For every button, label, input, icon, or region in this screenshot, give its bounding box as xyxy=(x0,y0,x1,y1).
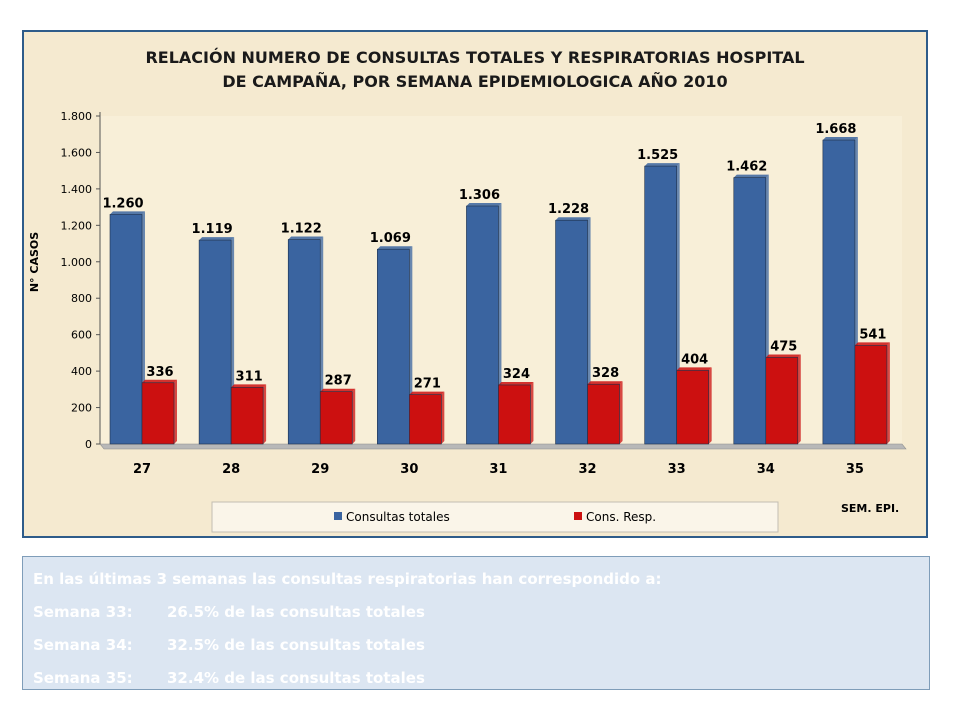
legend-label: Consultas totales xyxy=(346,510,450,524)
bar-cons-resp xyxy=(498,381,534,445)
notes-panel: En las últimas 3 semanas las consultas r… xyxy=(22,556,930,690)
x-tick-label: 35 xyxy=(846,462,864,477)
data-label-cons-resp: 287 xyxy=(325,374,352,389)
data-label-cons-resp: 311 xyxy=(236,369,263,384)
bar-consultas-totales xyxy=(109,211,145,445)
note-row-week-34: Semana 34: 32.5% de las consultas totales xyxy=(33,629,919,662)
y-tick-label: 1.800 xyxy=(61,110,93,123)
x-tick-label: 33 xyxy=(668,462,686,477)
bar-consultas-totales xyxy=(377,246,413,445)
y-tick-label: 800 xyxy=(71,292,92,305)
bar-consultas-totales xyxy=(287,236,324,445)
data-label-consultas-totales: 1.462 xyxy=(726,160,767,175)
chart-title-line-1: RELACIÓN NUMERO DE CONSULTAS TOTALES Y R… xyxy=(145,48,804,67)
x-axis-title: SEM. EPI. xyxy=(841,502,899,515)
x-tick-label: 34 xyxy=(757,462,775,477)
note-week-label: Semana 33: xyxy=(33,603,133,621)
x-tick-label: 31 xyxy=(489,462,507,477)
x-tick-label: 27 xyxy=(133,462,151,477)
bar-cons-resp xyxy=(765,354,801,445)
bar-consultas-totales xyxy=(644,163,680,445)
y-tick-label: 400 xyxy=(71,365,92,378)
chart-title-line-2: DE CAMPAÑA, POR SEMANA EPIDEMIOLOGICA AÑ… xyxy=(222,72,727,91)
bar-cons-resp xyxy=(230,384,267,445)
bar-cons-resp xyxy=(409,391,445,445)
y-tick-label: 0 xyxy=(85,438,92,451)
data-label-cons-resp: 404 xyxy=(681,352,708,367)
chart-panel: RELACIÓN NUMERO DE CONSULTAS TOTALES Y R… xyxy=(22,30,928,538)
note-percent-text: 32.5% de las consultas totales xyxy=(167,636,425,654)
bar-consultas-totales xyxy=(822,137,858,445)
data-label-cons-resp: 475 xyxy=(770,339,797,354)
data-label-consultas-totales: 1.122 xyxy=(281,222,322,237)
data-label-consultas-totales: 1.260 xyxy=(102,196,143,211)
data-label-cons-resp: 271 xyxy=(414,377,441,392)
bar-cons-resp xyxy=(676,367,712,445)
bar-consultas-totales xyxy=(198,237,235,445)
y-tick-label: 200 xyxy=(71,402,92,415)
data-label-cons-resp: 541 xyxy=(859,327,886,342)
bar-cons-resp xyxy=(319,388,356,445)
data-label-cons-resp: 324 xyxy=(503,367,530,382)
data-label-consultas-totales: 1.306 xyxy=(459,188,500,203)
x-tick-label: 32 xyxy=(579,462,597,477)
y-tick-label: 1.400 xyxy=(61,183,93,196)
legend: Consultas totales Cons. Resp. xyxy=(211,501,779,533)
x-tick-label: 29 xyxy=(311,462,329,477)
data-label-consultas-totales: 1.668 xyxy=(815,122,856,137)
legend-swatch xyxy=(574,512,582,520)
bar-cons-resp xyxy=(141,379,177,445)
legend-label: Cons. Resp. xyxy=(586,510,656,524)
y-tick-label: 1.000 xyxy=(61,256,93,269)
x-tick-label: 30 xyxy=(400,462,418,477)
bar-consultas-totales xyxy=(466,203,502,445)
y-axis-title: N° CASOS xyxy=(28,232,41,292)
data-label-consultas-totales: 1.228 xyxy=(548,202,589,217)
note-percent-text: 32.4% de las consultas totales xyxy=(167,669,425,687)
data-label-consultas-totales: 1.525 xyxy=(637,148,678,163)
bar-consultas-totales xyxy=(733,174,769,445)
legend-swatch xyxy=(334,512,342,520)
x-tick-label: 28 xyxy=(222,462,240,477)
data-label-consultas-totales: 1.069 xyxy=(370,231,411,246)
bar-chart: RELACIÓN NUMERO DE CONSULTAS TOTALES Y R… xyxy=(28,48,907,533)
note-percent-text: 26.5% de las consultas totales xyxy=(167,603,425,621)
legend-box xyxy=(211,501,779,533)
note-week-label: Semana 34: xyxy=(33,636,133,654)
bar-consultas-totales xyxy=(555,217,591,445)
note-row-week-35: Semana 35: 32.4% de las consultas totales xyxy=(33,662,919,695)
y-tick-label: 1.600 xyxy=(61,146,93,159)
data-label-consultas-totales: 1.119 xyxy=(192,222,233,237)
y-tick-label: 1.200 xyxy=(61,219,93,232)
data-label-cons-resp: 328 xyxy=(592,366,619,381)
notes-intro: En las últimas 3 semanas las consultas r… xyxy=(33,570,662,588)
note-row-week-33: Semana 33: 26.5% de las consultas totales xyxy=(33,596,919,629)
bar-cons-resp xyxy=(854,342,890,445)
note-week-label: Semana 35: xyxy=(33,669,133,687)
bar-cons-resp xyxy=(587,381,623,445)
chart-floor xyxy=(99,443,907,450)
y-tick-label: 600 xyxy=(71,329,92,342)
data-label-cons-resp: 336 xyxy=(146,365,173,380)
